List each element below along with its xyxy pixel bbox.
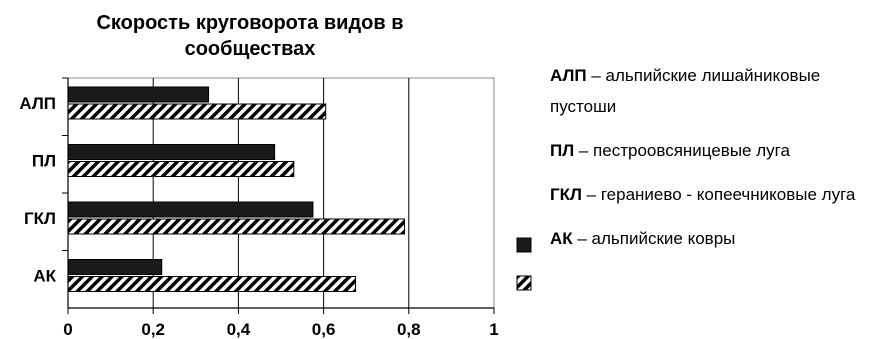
bar-АК-solid: [67, 259, 163, 275]
bar-АК-hatched: [67, 276, 357, 292]
category-label: ПЛ: [32, 152, 56, 171]
legend-swatches: [516, 237, 532, 291]
category-label: АЛП: [19, 94, 56, 113]
legend-text: – альпийские ковры: [572, 229, 736, 248]
legend-abbr: АК: [550, 229, 573, 248]
legend-abbr: ПЛ: [550, 141, 575, 160]
legend-item-alp: АЛП – альпийские лишайниковые пустоши: [550, 60, 865, 122]
bar-ПЛ-solid: [67, 144, 276, 160]
category-label: ГКЛ: [24, 209, 56, 228]
legend-text: – альпийские лишайниковые пустоши: [550, 66, 821, 116]
legend-text: – пестроовсяницевые луга: [574, 141, 790, 160]
chart-title: Скорость круговорота видов в сообществах: [96, 12, 404, 60]
x-tick-label: 0,8: [397, 320, 421, 339]
legend-item-ak: АК – альпийские ковры: [550, 223, 865, 254]
legend-item-pl: ПЛ – пестроовсяницевые луга: [550, 135, 865, 166]
x-tick-label: 0,4: [227, 320, 251, 339]
category-label: АК: [33, 267, 56, 286]
legend-item-gkl: ГКЛ – гераниево - копеечниковые луга: [550, 179, 865, 210]
bar-ГКЛ-hatched: [67, 218, 406, 235]
bar-ГКЛ-solid: [67, 201, 314, 218]
x-tick-label: 0: [63, 320, 72, 339]
x-tick-label: 1: [489, 320, 498, 339]
bars: [67, 86, 406, 292]
legend: АЛП – альпийские лишайниковые пустоши ПЛ…: [550, 60, 865, 267]
x-tick-label: 0,2: [141, 320, 165, 339]
legend-abbr: АЛП: [550, 66, 587, 85]
axes: 0 0,2 0,4 0,6 0,8 1 АЛП ПЛ ГКЛ АК: [19, 77, 499, 339]
bar-ПЛ-hatched: [67, 161, 295, 177]
x-tick-label: 0,6: [312, 320, 336, 339]
legend-swatch-hatched: [516, 275, 532, 291]
legend-swatch-solid: [516, 237, 532, 253]
bar-АЛП-hatched: [67, 103, 327, 120]
legend-abbr: ГКЛ: [550, 185, 582, 204]
bar-АЛП-solid: [67, 86, 210, 103]
legend-text: – гераниево - копеечниковые луга: [581, 185, 856, 204]
